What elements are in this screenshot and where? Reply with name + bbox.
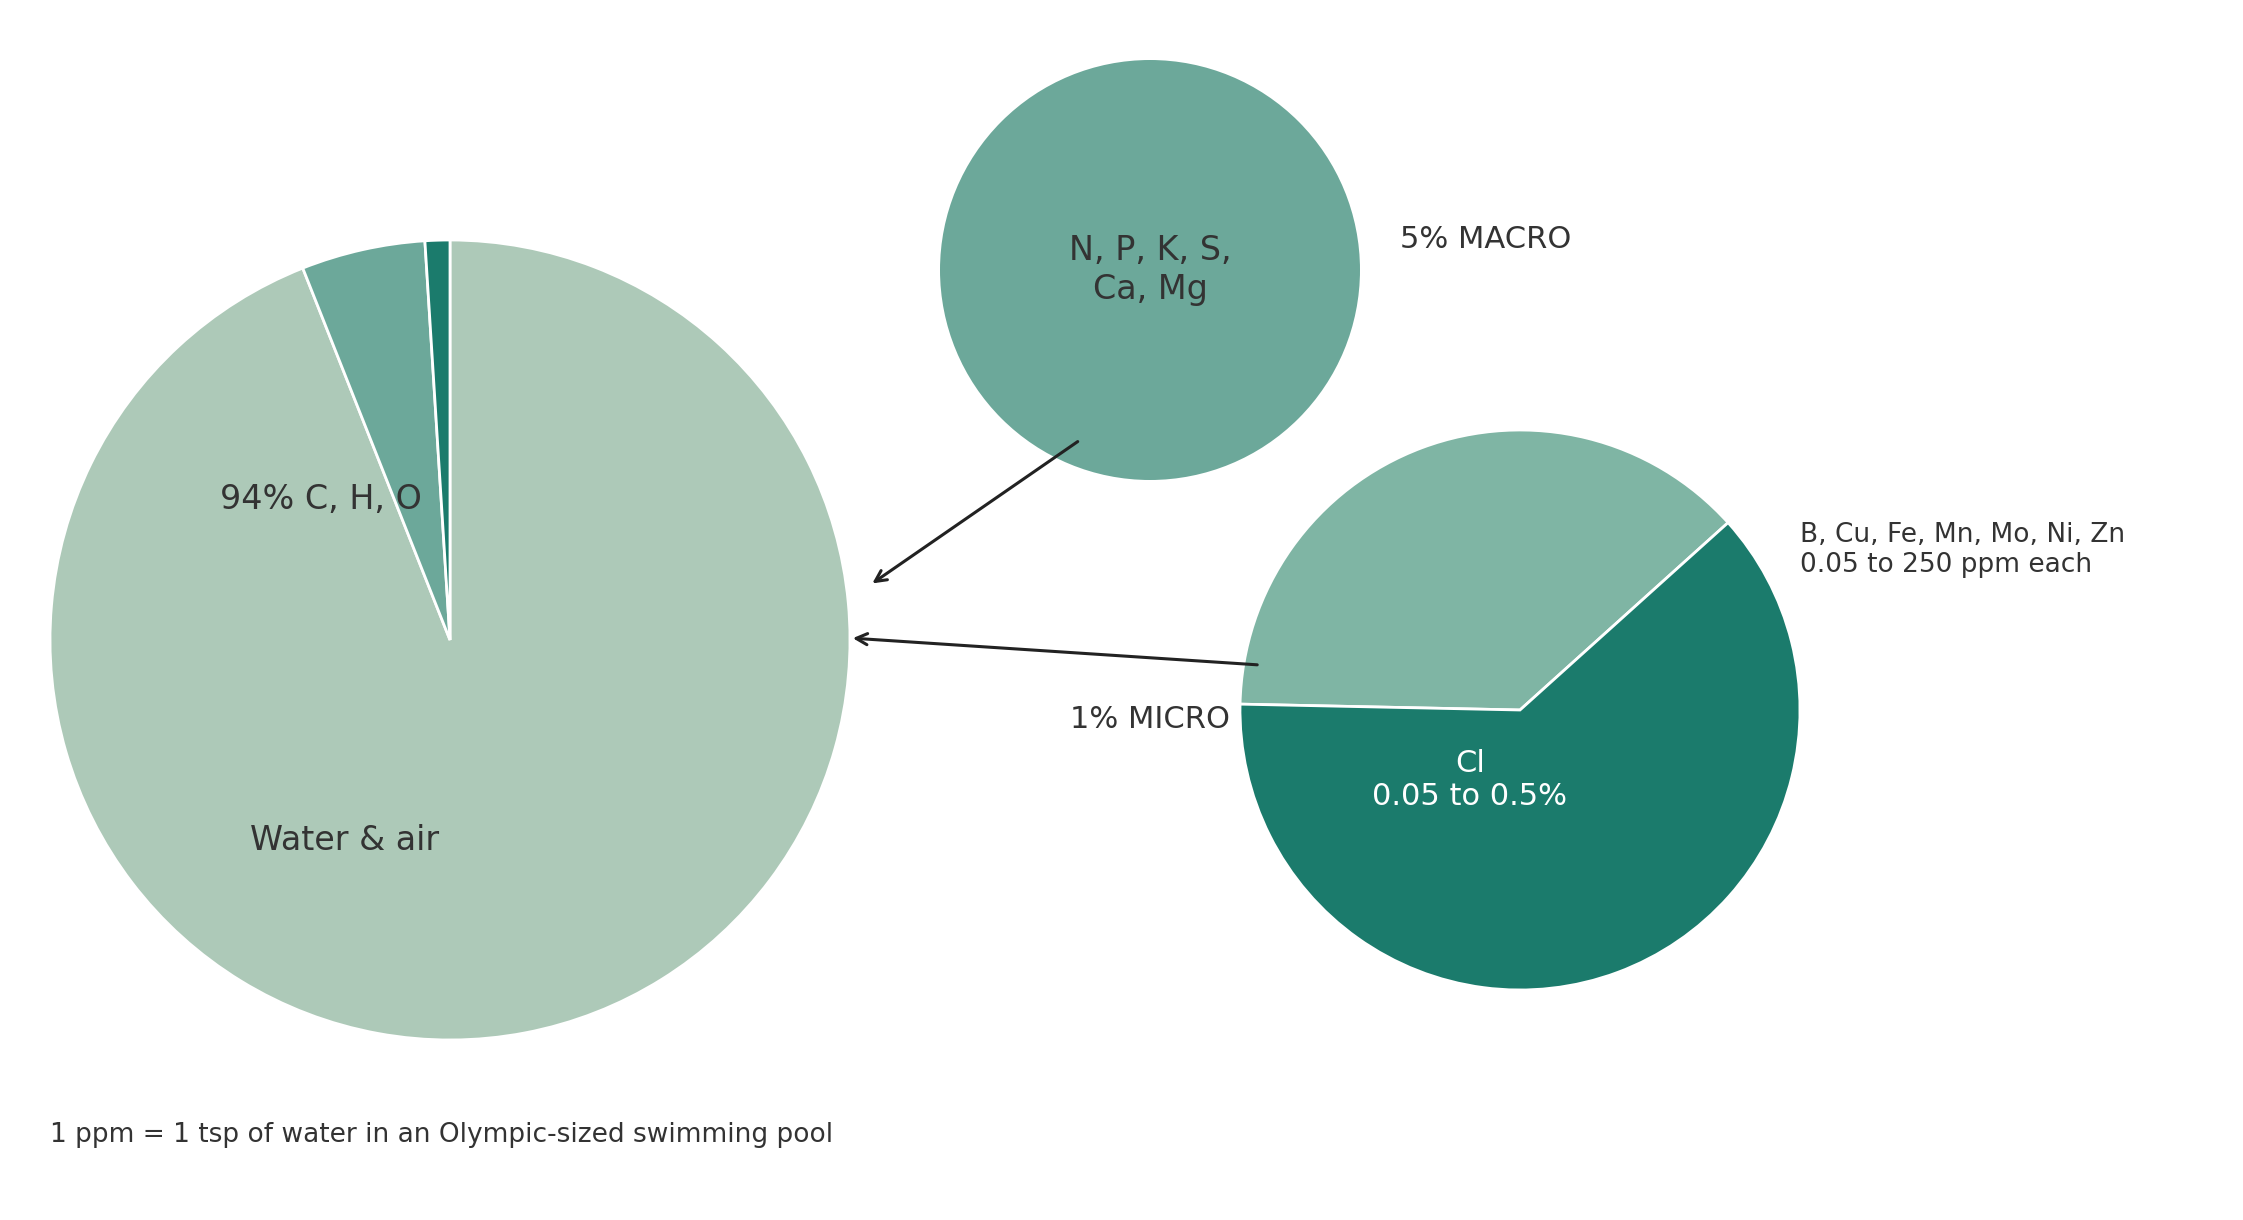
Text: Water & air: Water & air — [249, 824, 440, 856]
Text: 94% C, H, O: 94% C, H, O — [220, 483, 422, 516]
Wedge shape — [1240, 522, 1799, 989]
Text: Cl
0.05 to 0.5%: Cl 0.05 to 0.5% — [1373, 749, 1568, 811]
Wedge shape — [49, 240, 850, 1039]
Wedge shape — [303, 240, 451, 640]
Wedge shape — [424, 240, 451, 640]
Wedge shape — [1240, 429, 1727, 710]
Text: B, Cu, Fe, Mn, Mo, Ni, Zn
0.05 to 250 ppm each: B, Cu, Fe, Mn, Mo, Ni, Zn 0.05 to 250 pp… — [1799, 522, 2124, 578]
Circle shape — [940, 60, 1359, 479]
Text: 1% MICRO: 1% MICRO — [1070, 705, 1229, 734]
Text: N, P, K, S,
Ca, Mg: N, P, K, S, Ca, Mg — [1068, 234, 1231, 305]
Text: 5% MACRO: 5% MACRO — [1400, 226, 1572, 255]
Text: 1 ppm = 1 tsp of water in an Olympic-sized swimming pool: 1 ppm = 1 tsp of water in an Olympic-siz… — [49, 1122, 832, 1148]
